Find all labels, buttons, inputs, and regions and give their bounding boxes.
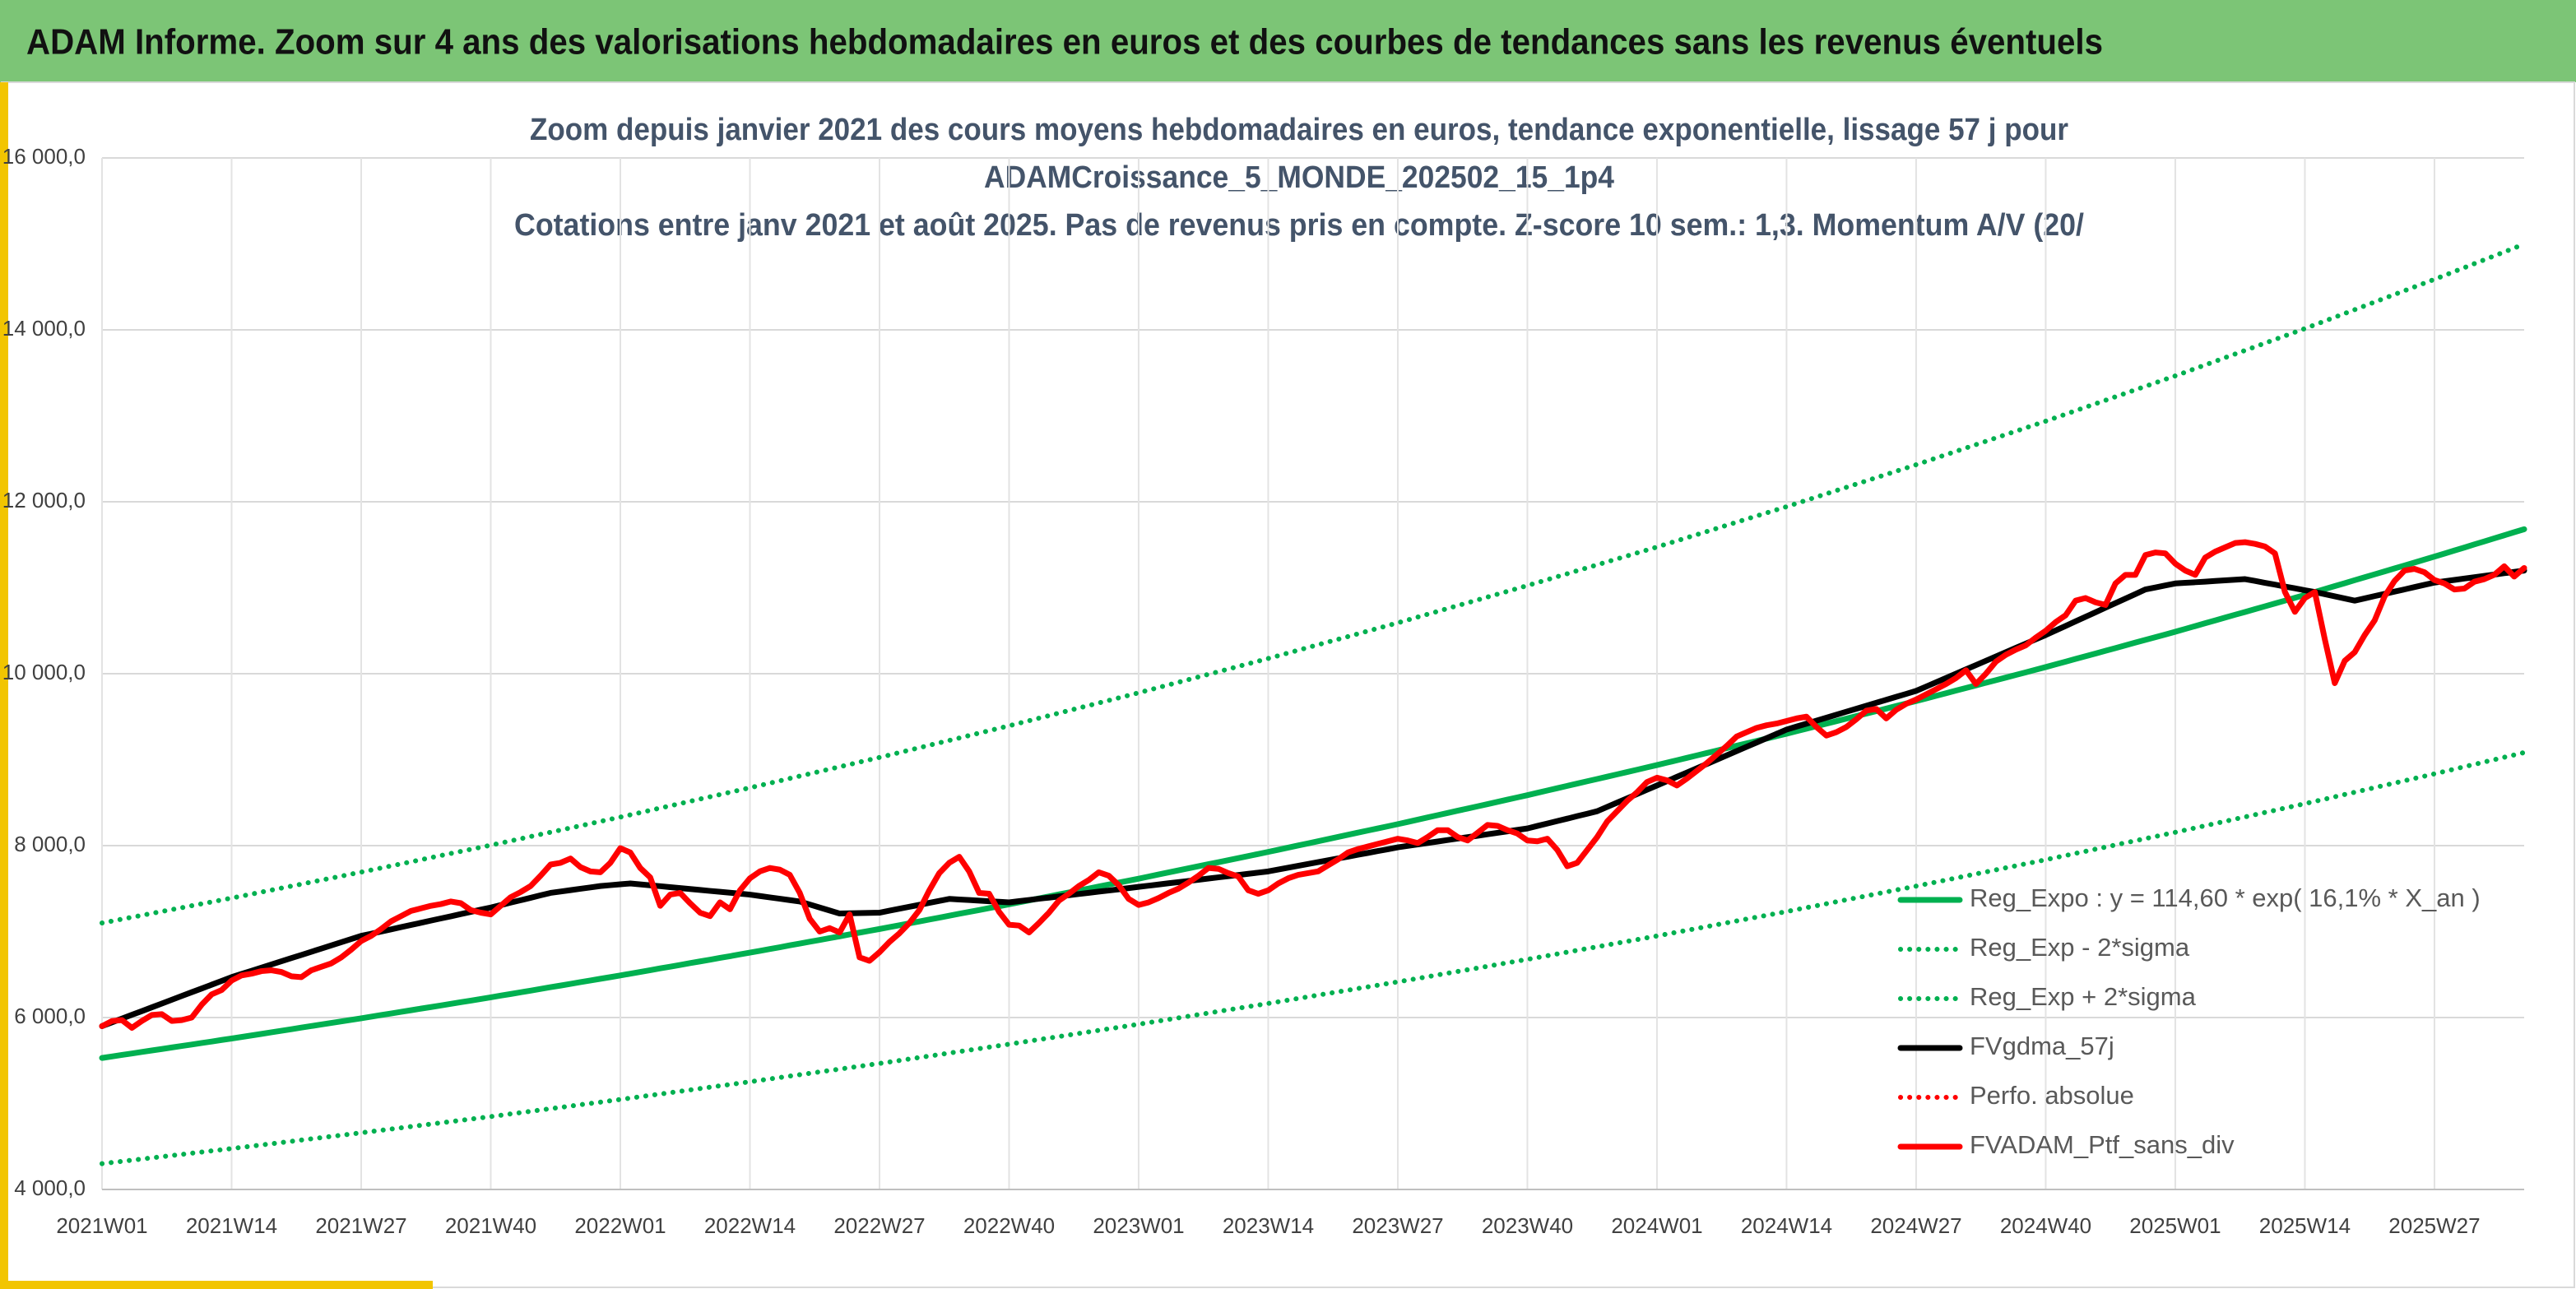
y-tick-label: 4 000,0 bbox=[14, 1175, 86, 1200]
chart-title: Zoom depuis janvier 2021 des cours moyen… bbox=[530, 113, 2068, 147]
bottom-accent bbox=[0, 1281, 433, 1289]
x-tick-label: 2021W01 bbox=[56, 1213, 147, 1238]
series-line bbox=[99, 526, 2527, 1061]
header-title: ADAM Informe. Zoom sur 4 ans des valoris… bbox=[26, 22, 2103, 63]
y-tick-label: 14 000,0 bbox=[2, 316, 86, 341]
x-tick-label: 2025W27 bbox=[2388, 1213, 2480, 1238]
y-tick-label: 8 000,0 bbox=[14, 832, 86, 856]
chart-title: ADAMCroissance_5_MONDE_202502_15_1p4 bbox=[984, 160, 1614, 195]
header-bar bbox=[0, 0, 2576, 82]
y-tick-label: 10 000,0 bbox=[2, 660, 86, 684]
x-tick-label: 2024W01 bbox=[1611, 1213, 1702, 1238]
series-line bbox=[100, 749, 2527, 1166]
legend-label: FVgdma_57j bbox=[1970, 1032, 2114, 1060]
x-tick-label: 2024W27 bbox=[1870, 1213, 1961, 1238]
x-tick-label: 2023W14 bbox=[1223, 1213, 1314, 1238]
legend-label: Reg_Exp + 2*sigma bbox=[1970, 982, 2197, 1011]
legend-label: Perfo. absolue bbox=[1970, 1081, 2134, 1110]
x-tick-label: 2022W40 bbox=[963, 1213, 1055, 1238]
y-tick-label: 6 000,0 bbox=[14, 1004, 86, 1028]
x-tick-label: 2022W01 bbox=[574, 1213, 666, 1238]
y-tick-label: 12 000,0 bbox=[2, 488, 86, 512]
x-tick-label: 2025W01 bbox=[2129, 1213, 2221, 1238]
legend-label: Reg_Exp - 2*sigma bbox=[1970, 933, 2190, 962]
legend-label: Reg_Expo : y = 114,60 * exp( 16,1% * X_a… bbox=[1970, 883, 2481, 912]
series-line bbox=[100, 241, 2527, 926]
x-tick-label: 2021W40 bbox=[445, 1213, 536, 1238]
series-line bbox=[99, 539, 2527, 1032]
x-tick-label: 2021W14 bbox=[186, 1213, 277, 1238]
x-tick-label: 2022W27 bbox=[833, 1213, 925, 1238]
x-tick-label: 2025W14 bbox=[2259, 1213, 2351, 1238]
x-tick-label: 2023W27 bbox=[1352, 1213, 1443, 1238]
chart-title: Cotations entre janv 2021 et août 2025. … bbox=[514, 208, 2084, 243]
x-tick-label: 2023W01 bbox=[1093, 1213, 1184, 1238]
x-tick-label: 2021W27 bbox=[315, 1213, 406, 1238]
left-accent bbox=[0, 82, 8, 1289]
legend-label: FVADAM_Ptf_sans_div bbox=[1970, 1130, 2235, 1159]
x-tick-label: 2023W40 bbox=[1482, 1213, 1573, 1238]
x-tick-label: 2022W14 bbox=[704, 1213, 796, 1238]
x-tick-label: 2024W14 bbox=[1741, 1213, 1832, 1238]
y-tick-label: 16 000,0 bbox=[2, 144, 86, 169]
x-tick-label: 2024W40 bbox=[2000, 1213, 2091, 1238]
